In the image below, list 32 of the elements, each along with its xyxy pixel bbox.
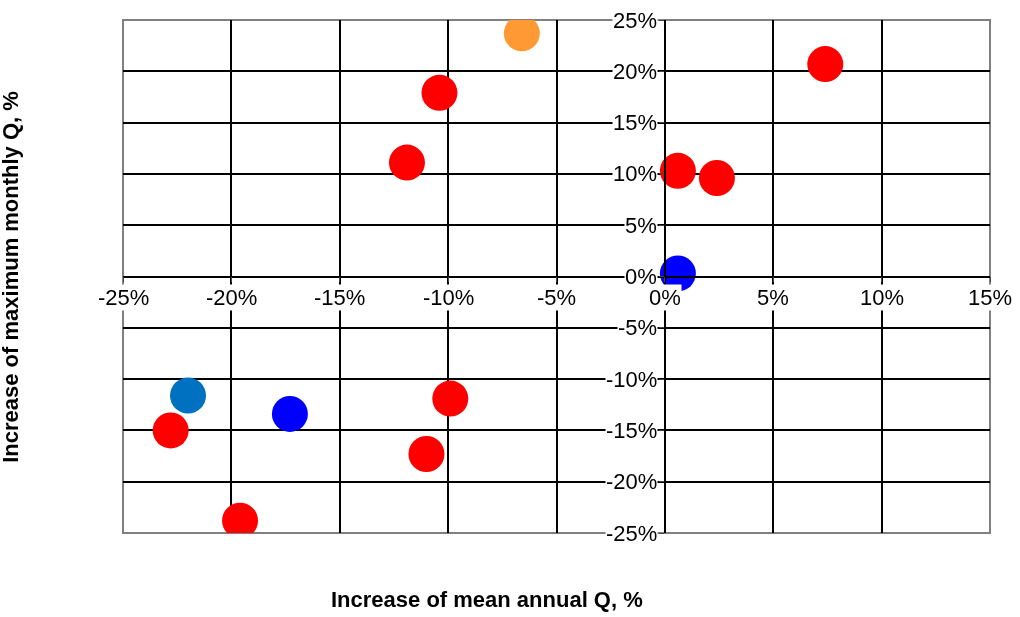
point: [659, 152, 696, 189]
point: [152, 412, 189, 449]
point: [408, 436, 445, 472]
y-tick-label: -10%: [606, 367, 658, 392]
y-tick-label: 5%: [625, 213, 657, 238]
y-tick-label: 25%: [613, 8, 658, 33]
point: [388, 144, 425, 181]
point: [421, 74, 458, 111]
point: [170, 377, 207, 414]
x-tick-label: -5%: [537, 285, 577, 310]
x-tick-label: 10%: [860, 285, 905, 310]
x-axis-title: Increase of mean annual Q, %: [331, 587, 643, 612]
x-tick-label: 0%: [649, 285, 681, 310]
y-tick-label: -5%: [618, 315, 658, 340]
y-tick-label: 15%: [613, 110, 658, 135]
point: [271, 395, 308, 432]
y-tick-label: 10%: [613, 161, 658, 186]
y-tick-label: -25%: [606, 521, 658, 546]
point: [698, 160, 735, 196]
point: [432, 380, 469, 417]
y-axis-title: Increase of maximum monthly Q, %: [0, 91, 23, 463]
x-tick-label: -10%: [423, 285, 475, 310]
y-tick-label: -15%: [606, 418, 658, 443]
x-tick-label: -25%: [98, 285, 150, 310]
y-tick-label: 0%: [625, 264, 657, 289]
x-tick-label: -15%: [314, 285, 366, 310]
x-tick-label: -20%: [206, 285, 258, 310]
y-tick-label: 20%: [613, 59, 658, 84]
x-tick-label: 5%: [757, 285, 789, 310]
y-tick-label: -20%: [606, 469, 658, 494]
point: [807, 46, 844, 83]
x-tick-label: 15%: [968, 285, 1013, 310]
